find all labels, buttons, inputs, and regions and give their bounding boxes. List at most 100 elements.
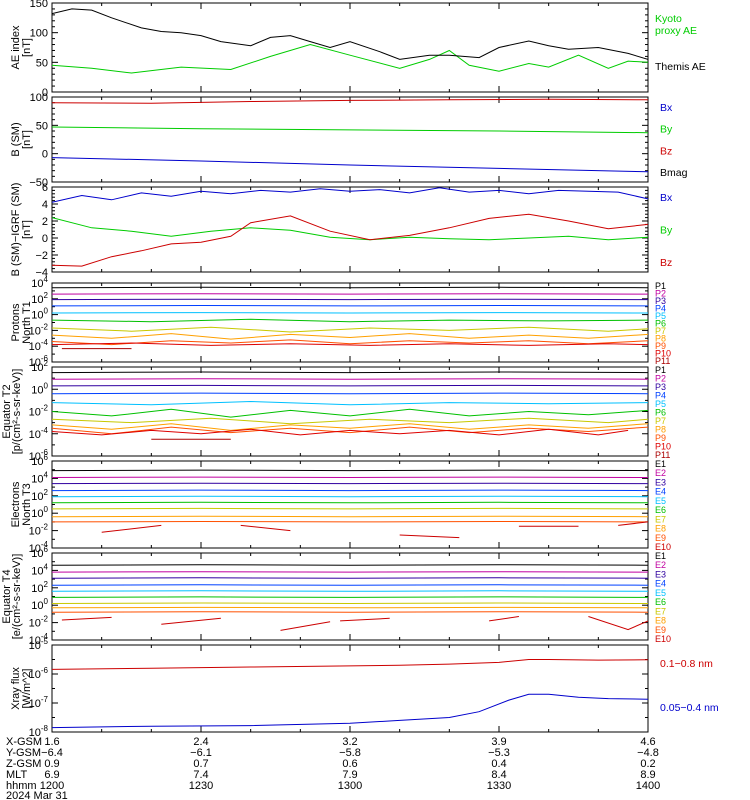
footer-row-label-y-gsm: Y-GSM: [6, 747, 41, 759]
y-tick-label: 100: [31, 505, 48, 520]
y-axis-label: ElectronsEquator T4[e/(cm²-s-sr-keV)]: [0, 554, 23, 640]
footer-value-y-gsm: −5.3: [488, 747, 510, 759]
legend-p5: P5: [655, 311, 666, 321]
footer-value-y-gsm: −5.8: [339, 747, 361, 759]
y-tick-label: 4: [42, 199, 48, 211]
footer-value-hhmm: 1400: [636, 780, 660, 792]
series-line-e10: [588, 616, 648, 631]
y-tick-label: 102: [31, 359, 48, 374]
y-tick-label: 100: [31, 307, 48, 322]
panel-frame: [51, 186, 649, 273]
series-line-p2: [52, 378, 648, 380]
footer-value-hhmm: 1200: [40, 780, 64, 792]
legend-p1: P1: [655, 281, 666, 291]
legend-0-05-0-4-nm: 0.05−0.4 nm: [660, 702, 719, 714]
panel-frame: [51, 644, 649, 733]
series-line-e1: [52, 564, 648, 566]
footer-value-hhmm: 1330: [487, 780, 511, 792]
series-group: [52, 8, 648, 74]
series-line-bz: [52, 213, 648, 267]
y-tick-label: 104: [31, 562, 48, 577]
legend-p2: P2: [655, 374, 666, 384]
series-line-e6: [52, 596, 648, 598]
series-group: [52, 659, 648, 729]
legend-kyoto-proxy-ae: Kyoto: [655, 13, 682, 25]
legend-p9: P9: [655, 433, 666, 443]
footer-value-y-gsm: −6.4: [41, 747, 63, 759]
y-axis-label: Xray flux[W/m^2]: [10, 667, 33, 710]
legend-p7: P7: [655, 416, 666, 426]
series-line-p8: [52, 333, 648, 340]
panel-p8: 10-5 10-6 10-7 10-8 Xray flux[W/m^2] 0.1−0.8 …: [10, 637, 719, 739]
series-line-e10: [240, 524, 291, 532]
series-line-e5: [52, 590, 648, 592]
legend-e9: E9: [655, 533, 666, 543]
y-tick-label: 6: [42, 182, 48, 194]
legend-p4: P4: [655, 391, 666, 401]
series-group: [52, 98, 648, 173]
panel-frame: [51, 96, 649, 183]
footer-value-z-gsm: 0.9: [44, 758, 59, 770]
series-line-e10: [101, 524, 162, 533]
legend-kyoto-proxy-ae: proxy AE: [655, 25, 697, 37]
legend-e2: E2: [655, 560, 666, 570]
footer-value-x-gsm: 4.6: [640, 736, 655, 748]
series-group: [52, 469, 648, 539]
series-line-p9: [52, 339, 648, 346]
series-line-e10: [61, 616, 112, 621]
y-axis-label: B (SM)[nT]: [10, 122, 33, 156]
legend-e8: E8: [655, 524, 666, 534]
y-tick-label: 50: [36, 120, 48, 132]
legend-bmag: Bmag: [660, 167, 688, 179]
series-line-p4: [52, 392, 648, 395]
legend-bz: Bz: [660, 145, 672, 157]
y-axis-label: ProtonsNorth T1: [10, 301, 33, 344]
footer-value-z-gsm: 0.7: [193, 758, 208, 770]
series-line-e6: [52, 501, 648, 504]
series-line-p7: [52, 326, 648, 333]
x-axis-footer: X-GSM 1.6 2.4 3.2 3.9 4.6 Y-GSM −6.4 −6.1 −5.8 −5.…: [6, 736, 660, 800]
legend-e7: E7: [655, 514, 666, 524]
y-tick-label: 102: [31, 291, 48, 306]
series-line-e5: [52, 495, 648, 498]
y-tick-label: 100: [31, 381, 48, 396]
y-tick-label: 102: [31, 488, 48, 503]
y-tick-label: 0: [42, 233, 48, 245]
panel-frame: [51, 282, 649, 363]
y-tick-label: 104: [31, 275, 48, 290]
y-tick-label: −50: [29, 177, 48, 189]
footer-value-mlt: 6.9: [44, 769, 59, 781]
y-tick-label: −2: [35, 250, 48, 262]
legend-p5: P5: [655, 399, 666, 409]
footer-row-label-z-gsm: Z-GSM: [6, 758, 41, 770]
footer-date: 2024 Mar 31: [6, 790, 68, 800]
legend-e10: E10: [655, 542, 671, 552]
y-tick-label: 10-8: [29, 724, 49, 739]
y-tick-label: 106: [31, 545, 48, 560]
series-line-p10: [52, 342, 648, 346]
series-line-p6: [52, 408, 648, 418]
legend-bz: Bz: [660, 257, 672, 269]
y-tick-label: 10-6: [29, 448, 49, 463]
legend-e4: E4: [655, 579, 666, 589]
y-tick-label: 104: [31, 470, 48, 485]
series-line-p7: [52, 417, 648, 425]
legend-0-1-0-8-nm: 0.1−0.8 nm: [660, 658, 713, 670]
series-line-p8: [52, 423, 648, 431]
series-line-e1: [52, 469, 648, 472]
footer-value-x-gsm: 3.9: [491, 736, 506, 748]
footer-value-z-gsm: 0.2: [640, 758, 655, 770]
panel-p7: 106 104 102 100 10-2 10-4 ElectronsEquator T4[…: [0, 545, 671, 647]
footer-value-x-gsm: 3.2: [342, 736, 357, 748]
legend-p7: P7: [655, 326, 666, 336]
y-tick-label: 10-2: [29, 615, 49, 630]
legend-p4: P4: [655, 304, 666, 314]
series-line-e10: [340, 617, 390, 622]
legend-p1: P1: [655, 365, 666, 375]
series-line-p6: [52, 318, 648, 323]
footer-value-mlt: 7.4: [193, 769, 208, 781]
